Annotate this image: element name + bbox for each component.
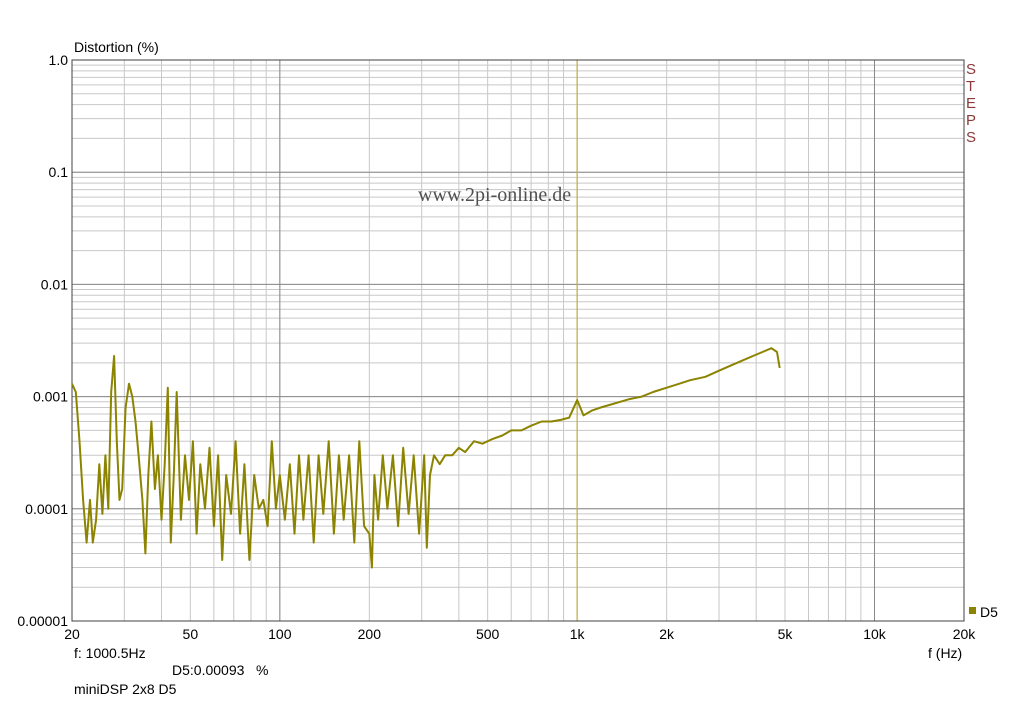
legend: D5 — [969, 604, 998, 620]
y-tick-label: 0.001 — [33, 389, 68, 405]
steps-logo: S T E P S — [966, 61, 976, 146]
cursor-frequency-readout: f: 1000.5Hz — [74, 645, 146, 661]
y-tick-labels: 1.0 0.1 0.01 0.001 0.0001 0.00001 — [17, 52, 68, 629]
steps-letter: S — [966, 61, 976, 78]
x-tick-label: 1k — [570, 626, 586, 642]
legend-label: D5 — [980, 604, 998, 620]
legend-swatch — [969, 607, 976, 614]
plot-frame — [71, 59, 965, 622]
cursor-value-readout: D5:0.00093 % — [172, 662, 269, 678]
x-tick-label: 2k — [659, 626, 675, 642]
x-tick-label: 100 — [268, 626, 292, 642]
minor-grid — [71, 60, 965, 622]
steps-letter: E — [966, 95, 976, 112]
x-axis-label: f (Hz) — [928, 645, 962, 661]
series-layer — [71, 347, 781, 569]
y-tick-label: 0.00001 — [17, 613, 68, 629]
x-tick-label: 20 — [64, 626, 80, 642]
y-tick-label: 1.0 — [49, 52, 69, 68]
device-label: miniDSP 2x8 D5 — [74, 681, 177, 697]
y-tick-label: 0.1 — [49, 164, 69, 180]
x-tick-label: 5k — [778, 626, 794, 642]
x-tick-labels: 20 50 100 200 500 1k 2k 5k 10k 20k — [64, 626, 976, 642]
x-tick-label: 500 — [476, 626, 500, 642]
series-line-d5 — [71, 347, 781, 569]
y-axis-label: Distortion (%) — [74, 39, 159, 55]
major-grid — [72, 59, 964, 622]
steps-letter: S — [966, 129, 976, 146]
steps-letter: P — [966, 112, 976, 129]
y-tick-label: 0.01 — [41, 276, 68, 292]
watermark: www.2pi-online.de — [418, 184, 571, 206]
x-tick-label: 10k — [863, 626, 887, 642]
x-tick-label: 50 — [183, 626, 199, 642]
steps-letter: T — [966, 78, 975, 95]
y-tick-label: 0.0001 — [25, 501, 68, 517]
x-tick-label: 20k — [953, 626, 977, 642]
x-tick-label: 200 — [358, 626, 382, 642]
